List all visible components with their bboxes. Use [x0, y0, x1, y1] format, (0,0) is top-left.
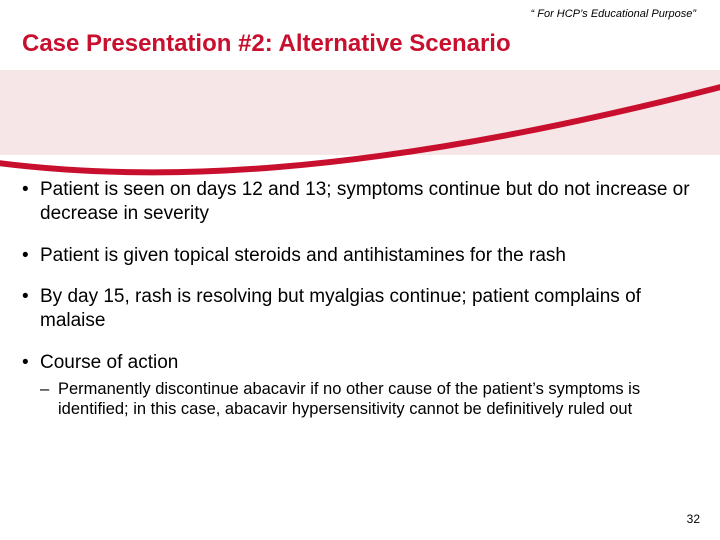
disclaimer-text: “ For HCP’s Educational Purpose”	[531, 8, 696, 20]
title-text: Case Presentation #2: Alternative Scenar…	[22, 30, 511, 57]
sub-list-item: Permanently discontinue abacavir if no o…	[40, 379, 698, 420]
bullet-text: Patient is given topical steroids and an…	[40, 245, 566, 266]
pink-band	[0, 70, 720, 155]
bullet-text: By day 15, rash is resolving but myalgia…	[40, 286, 641, 331]
content-area: Patient is seen on days 12 and 13; sympt…	[22, 178, 698, 438]
slide: “ For HCP’s Educational Purpose” Case Pr…	[0, 0, 720, 540]
list-item: Patient is seen on days 12 and 13; sympt…	[22, 178, 698, 226]
list-item: Course of action Permanently discontinue…	[22, 351, 698, 420]
list-item: Patient is given topical steroids and an…	[22, 244, 698, 268]
slide-title: Case Presentation #2: Alternative Scenar…	[22, 30, 511, 58]
page-number: 32	[687, 512, 700, 526]
sub-bullet-text: Permanently discontinue abacavir if no o…	[58, 380, 640, 419]
bullet-text: Course of action	[40, 352, 178, 373]
bullet-text: Patient is seen on days 12 and 13; sympt…	[40, 179, 690, 224]
sub-bullet-list: Permanently discontinue abacavir if no o…	[40, 379, 698, 420]
list-item: By day 15, rash is resolving but myalgia…	[22, 285, 698, 333]
bullet-list: Patient is seen on days 12 and 13; sympt…	[22, 178, 698, 420]
